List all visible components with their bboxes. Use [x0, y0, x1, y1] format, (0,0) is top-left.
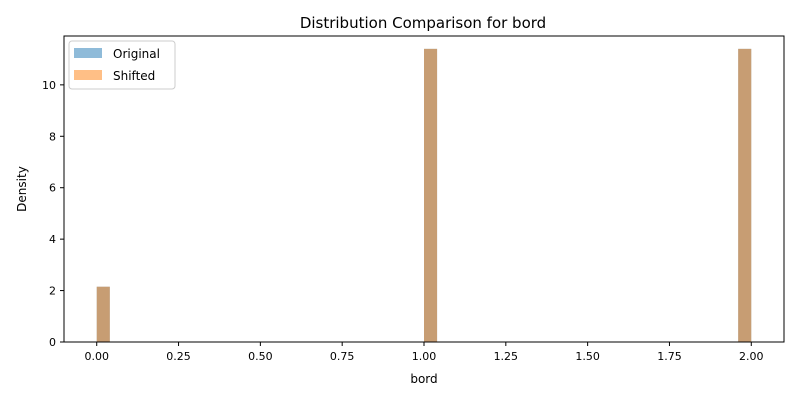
x-tick-label: 0.50: [248, 350, 273, 363]
x-tick-label: 1.50: [575, 350, 600, 363]
x-tick-label: 1.00: [412, 350, 437, 363]
legend: Original Shifted: [68, 40, 176, 90]
x-axis-label: bord: [410, 372, 437, 386]
y-axis-label: Density: [15, 166, 29, 212]
bar-shifted-2: [738, 48, 752, 342]
bar-shifted-0: [96, 286, 110, 342]
y-tick-label: 2: [49, 285, 56, 298]
x-tick-label: 1.25: [494, 350, 519, 363]
y-tick-label: 6: [49, 182, 56, 195]
legend-swatch-shifted: [74, 70, 102, 80]
x-tick-label: 0.00: [84, 350, 109, 363]
y-axis-ticks: 0 2 4 6 8 10: [42, 79, 64, 349]
y-tick-label: 0: [49, 336, 56, 349]
y-tick-label: 8: [49, 130, 56, 143]
x-tick-label: 0.75: [330, 350, 355, 363]
legend-label-original: Original: [113, 47, 160, 61]
bar-shifted-1: [424, 48, 438, 342]
x-tick-label: 0.25: [166, 350, 191, 363]
y-tick-label: 4: [49, 233, 56, 246]
chart-title: Distribution Comparison for bord: [300, 14, 546, 32]
x-axis-ticks: 0.00 0.25 0.50 0.75 1.00 1.25 1.50 1.75 2.00: [84, 342, 764, 363]
x-tick-label: 2.00: [739, 350, 764, 363]
legend-label-shifted: Shifted: [113, 69, 155, 83]
x-tick-label: 1.75: [657, 350, 682, 363]
legend-swatch-original: [74, 48, 102, 58]
y-tick-label: 10: [42, 79, 56, 92]
bars-layer: [96, 48, 752, 342]
